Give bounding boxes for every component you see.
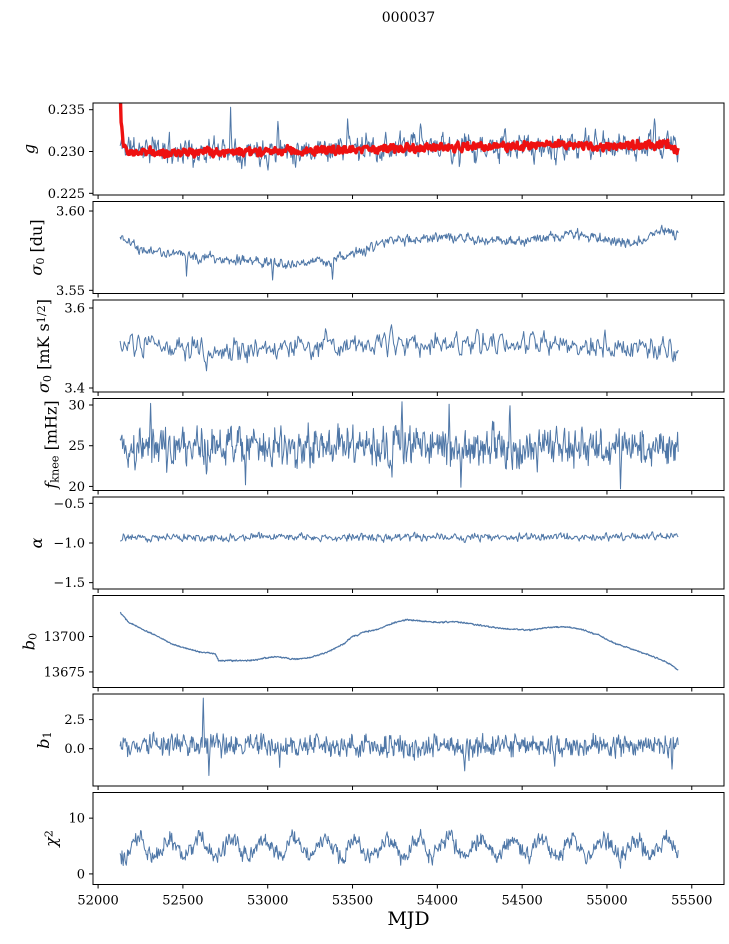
y-axis-label-g: g (20, 144, 39, 154)
y-tick-label: −0.5 (53, 497, 85, 512)
x-tick-label: 54000 (417, 894, 458, 909)
y-tick-label: 30 (68, 399, 85, 414)
subplot-sigma0-du: 3.60 3.55 σ0 [du] (27, 201, 725, 299)
x-tick-label: 52000 (77, 894, 118, 909)
subplot-alpha: −0.5 −1.0 −1.5 α (27, 496, 725, 593)
series-b0 (119, 611, 679, 671)
y-axis-label-chi2: χ2 (41, 830, 60, 848)
y-tick-label: 2.5 (64, 713, 85, 728)
y-tick-label: 0.225 (48, 187, 85, 202)
series-sigma0-mks (119, 324, 679, 372)
series-sigma0-du (119, 224, 679, 281)
panel-border-g (92, 102, 725, 196)
y-axis-label-alpha: α (27, 537, 46, 548)
series-b1 (119, 697, 679, 776)
y-axis-label-b0: b0 (20, 633, 40, 650)
panel-border-chi2 (92, 792, 725, 885)
x-tick-label: 55000 (586, 894, 627, 909)
panel-border-b0 (92, 595, 725, 688)
y-tick-label: 13700 (44, 630, 85, 645)
y-tick-label: 20 (68, 480, 85, 495)
y-tick-label: 0.0 (64, 742, 85, 757)
y-tick-label: 3.55 (56, 284, 85, 299)
y-tick-label: 25 (68, 439, 85, 454)
y-tick-label: 3.6 (64, 302, 85, 317)
x-axis-label: MJD (387, 908, 430, 930)
y-tick-label: 10 (68, 812, 85, 827)
series-chi2 (119, 828, 679, 869)
subplot-sigma0-mks: 3.6 3.4 σ0 [mK s1/2] (34, 299, 725, 397)
y-tick-label: 0 (77, 867, 85, 882)
x-tick-label: 53500 (332, 894, 373, 909)
x-tick-label: 53000 (247, 894, 288, 909)
subplot-g: 0.235 0.230 0.225 g (20, 102, 725, 202)
y-tick-label: 0.230 (48, 145, 85, 160)
subplot-b1: 2.5 0.0 b1 (34, 693, 725, 790)
y-tick-label: −1.0 (53, 537, 85, 552)
subplot-chi2: 10 0 52000 52500 53000 53500 54000 54500 55000 55… (41, 792, 725, 909)
subplot-fknee: 30 25 20 fknee [mHz] (41, 398, 725, 495)
panel-border-sigma0-mks (92, 299, 725, 393)
series-fknee (119, 401, 679, 490)
y-axis-label-b1: b1 (34, 731, 54, 748)
y-tick-label: 13675 (44, 665, 85, 680)
y-tick-label: 3.4 (64, 382, 85, 397)
figure-title: 000037 (381, 10, 436, 26)
panel-border-fknee (92, 398, 725, 491)
y-axis-label-sigma0-mks: σ0 [mK s1/2] (34, 299, 54, 393)
series-alpha (119, 531, 679, 544)
series-g-estimate (119, 106, 679, 171)
y-tick-label: 0.235 (48, 103, 85, 118)
panel-border-b1 (92, 693, 725, 787)
series-g-smoothed (118, 103, 680, 159)
subplot-b0: 13700 13675 b0 (20, 595, 725, 692)
y-tick-label: −1.5 (53, 576, 85, 591)
x-tick-label: 54500 (501, 894, 542, 909)
x-tick-label: 52500 (162, 894, 203, 909)
y-axis-label-fknee: fknee [mHz] (41, 400, 61, 489)
y-tick-label: 3.60 (56, 205, 85, 220)
panel-border-sigma0-du (92, 201, 725, 294)
y-axis-label-sigma0-du: σ0 [du] (27, 219, 47, 275)
x-tick-label: 55500 (671, 894, 712, 909)
